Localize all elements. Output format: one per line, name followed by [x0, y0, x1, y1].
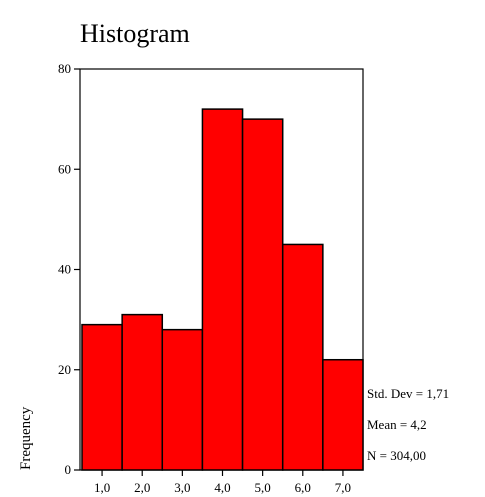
x-tick-label: 4,0	[214, 480, 230, 495]
histogram-bar	[281, 243, 324, 471]
x-tick-label: 2,0	[134, 480, 150, 495]
x-tick-label: 5,0	[255, 480, 271, 495]
y-tick-label: 0	[65, 462, 72, 477]
y-axis-label: Frequency	[18, 406, 34, 470]
n-label: N = 304,00	[367, 448, 426, 463]
std-dev-label: Std. Dev = 1,71	[367, 386, 449, 401]
x-tick-label: 3,0	[174, 480, 190, 495]
x-tick-label: 6,0	[295, 480, 311, 495]
bars-group	[81, 108, 364, 471]
histogram-bar	[241, 118, 284, 471]
y-tick-label: 20	[58, 362, 71, 377]
histogram-bar	[121, 313, 164, 471]
y-tick-label: 40	[58, 262, 71, 277]
y-ticks: 0 20 40 60 80	[58, 61, 80, 477]
x-ticks: 1,0 2,0 3,0 4,0 5,0 6,0 7,0	[94, 470, 351, 495]
chart-title: Histogram	[80, 19, 190, 48]
x-tick-label: 7,0	[335, 480, 351, 495]
y-tick-label: 80	[58, 61, 71, 76]
histogram-bar	[81, 323, 123, 471]
histogram-bar	[201, 108, 244, 471]
x-tick-label: 1,0	[94, 480, 110, 495]
histogram-bar	[161, 328, 204, 471]
histogram-bar	[322, 358, 364, 471]
mean-label: Mean = 4,2	[367, 417, 427, 432]
y-tick-label: 60	[58, 161, 71, 176]
